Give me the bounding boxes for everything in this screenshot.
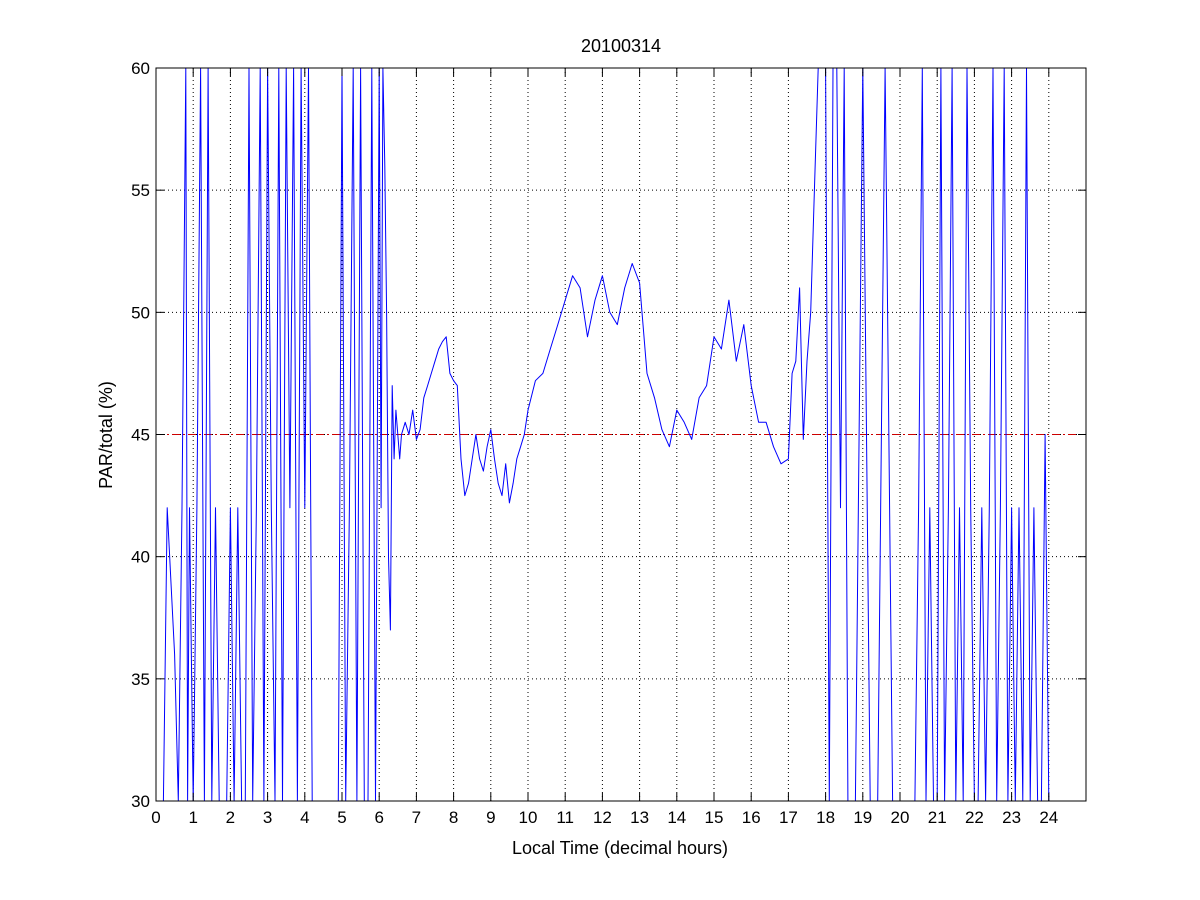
y-tick-label: 60 [131, 59, 150, 78]
series-line [162, 67, 1050, 802]
chart-title: 20100314 [581, 36, 661, 56]
x-tick-label: 11 [556, 808, 574, 827]
x-tick-label: 4 [300, 808, 309, 827]
x-tick-label: 10 [519, 808, 538, 827]
x-tick-labels: 0 1 2 3 4 5 6 7 8 9 10 11 12 13 14 15 16 17 18 19 20 21 22 23 24 [151, 808, 1058, 827]
x-tick-label: 0 [151, 808, 160, 827]
x-tick-label: 12 [593, 808, 612, 827]
y-tick-label: 40 [131, 548, 150, 567]
x-tick-label: 21 [928, 808, 947, 827]
x-tick-label: 17 [779, 808, 798, 827]
x-tick-label: 3 [263, 808, 272, 827]
x-tick-label: 6 [374, 808, 383, 827]
y-tick-label: 50 [131, 303, 150, 322]
x-tick-label: 13 [630, 808, 649, 827]
x-tick-label: 24 [1039, 808, 1058, 827]
x-tick-label: 23 [1002, 808, 1021, 827]
x-tick-label: 20 [891, 808, 910, 827]
x-tick-label: 1 [188, 808, 197, 827]
x-tick-label: 7 [412, 808, 421, 827]
x-tick-label: 16 [742, 808, 761, 827]
x-tick-label: 22 [965, 808, 984, 827]
x-tick-label: 2 [226, 808, 235, 827]
x-tick-label: 8 [449, 808, 458, 827]
y-tick-label: 30 [131, 792, 150, 811]
ticks [155, 67, 1086, 802]
y-tick-label: 55 [131, 181, 150, 200]
x-tick-label: 15 [705, 808, 724, 827]
series-layer [162, 67, 1050, 802]
x-tick-label: 9 [486, 808, 495, 827]
x-tick-label: 5 [337, 808, 346, 827]
x-axis-label: Local Time (decimal hours) [512, 838, 728, 858]
y-tick-labels: 30 35 40 45 50 55 60 [131, 59, 150, 811]
y-tick-label: 35 [131, 670, 150, 689]
x-tick-label: 18 [816, 808, 835, 827]
y-axis-label: PAR/total (%) [96, 381, 116, 489]
y-tick-label: 45 [131, 426, 150, 445]
x-tick-label: 19 [853, 808, 872, 827]
x-tick-label: 14 [667, 808, 686, 827]
